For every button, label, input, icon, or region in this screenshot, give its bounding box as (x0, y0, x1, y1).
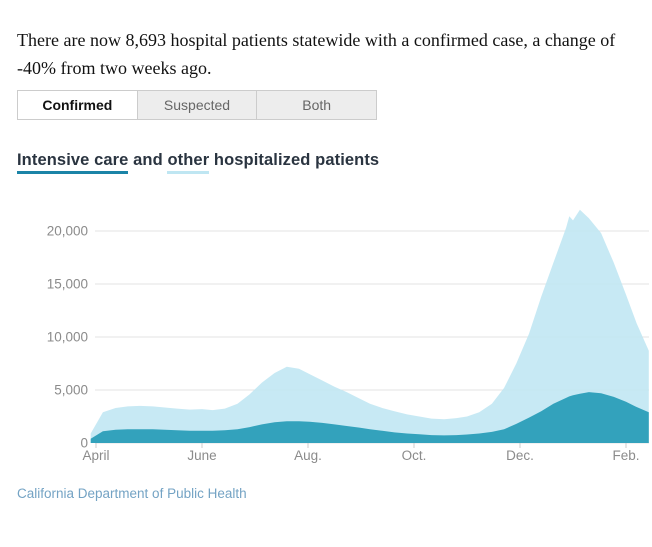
x-tick-label-Aug.: Aug. (294, 448, 322, 463)
x-tick-label-April: April (82, 448, 109, 463)
legend-other: other (167, 151, 210, 174)
y-tick-label-0: 0 (80, 436, 88, 451)
legend-and: and (128, 151, 168, 169)
x-tick-label-Feb.: Feb. (612, 448, 639, 463)
tab-confirmed[interactable]: Confirmed (18, 91, 137, 119)
y-tick-label-10000: 10,000 (47, 330, 88, 345)
headline: There are now 8,693 hospital patients st… (17, 30, 616, 78)
y-tick-label-20000: 20,000 (47, 224, 88, 239)
hospital-patients-module: There are now 8,693 hospital patients st… (0, 26, 652, 501)
chart-title: Intensive care and other hospitalized pa… (17, 151, 637, 174)
y-tick-label-15000: 15,000 (47, 277, 88, 292)
x-tick-label-Oct.: Oct. (402, 448, 427, 463)
other-hospitalized-area (90, 209, 649, 443)
intensive-care-area (90, 392, 649, 443)
y-tick-label-5000: 5,000 (54, 383, 88, 398)
hospital-stacked-area-chart: 0 5,000 10,000 15,000 20,000 April June Aug. Oct… (47, 209, 649, 463)
legend-rest: hospitalized patients (209, 151, 380, 169)
x-tick-label-Dec.: Dec. (506, 448, 534, 463)
tab-both[interactable]: Both (256, 91, 377, 119)
tab-suspected[interactable]: Suspected (136, 91, 257, 119)
case-type-tab-group: Confirmed Suspected Both (17, 90, 377, 120)
source-attribution: California Department of Public Health (17, 486, 247, 501)
x-tick-label-June: June (187, 448, 216, 463)
legend-intensive-care: Intensive care (17, 151, 129, 174)
